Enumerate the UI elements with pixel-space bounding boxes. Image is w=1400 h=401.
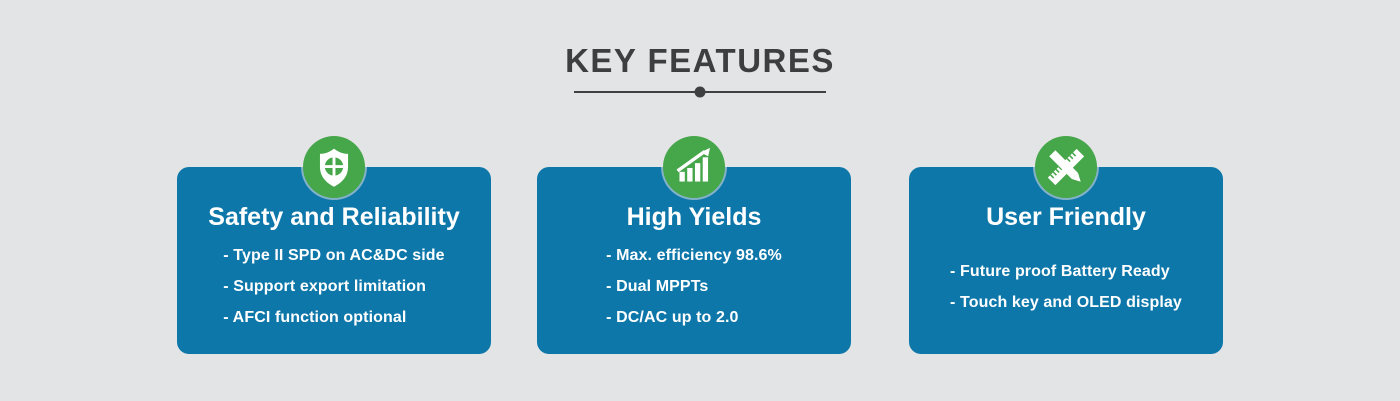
card-title: Safety and Reliability xyxy=(208,203,460,231)
feature-card-user-friendly: User Friendly - Future proof Battery Rea… xyxy=(909,136,1223,354)
card-bullet: - DC/AC up to 2.0 xyxy=(606,309,739,327)
feature-card-yields: High Yields - Max. efficiency 98.6% - Dua… xyxy=(537,136,851,354)
card-bullet: - Touch key and OLED display xyxy=(950,293,1182,311)
page-header: KEY FEATURES xyxy=(0,0,1400,98)
card-title: User Friendly xyxy=(986,203,1146,231)
page-title: KEY FEATURES xyxy=(565,42,835,79)
feature-card-safety: Safety and Reliability - Type II SPD on … xyxy=(177,136,491,354)
card-bullet: - Dual MPPTs xyxy=(606,278,709,296)
growth-chart-icon xyxy=(663,136,725,198)
card-bullet: - AFCI function optional xyxy=(223,309,407,327)
card-bullet-list: - Future proof Battery Ready - Touch key … xyxy=(950,238,1182,336)
card-bullet: - Max. efficiency 98.6% xyxy=(606,247,782,265)
card-bullet-list: - Type II SPD on AC&DC side - Support exp… xyxy=(223,238,444,336)
title-divider xyxy=(574,86,826,98)
shield-check-icon xyxy=(303,136,365,198)
divider-dot xyxy=(694,86,706,98)
card-title: High Yields xyxy=(626,203,762,231)
card-bullet-list: - Max. efficiency 98.6% - Dual MPPTs - DC/… xyxy=(606,238,782,336)
card-bullet: - Support export limitation xyxy=(223,278,426,296)
ruler-pencil-icon xyxy=(1035,136,1097,198)
card-bullet: - Type II SPD on AC&DC side xyxy=(223,247,445,265)
card-bullet: - Future proof Battery Ready xyxy=(950,262,1170,280)
